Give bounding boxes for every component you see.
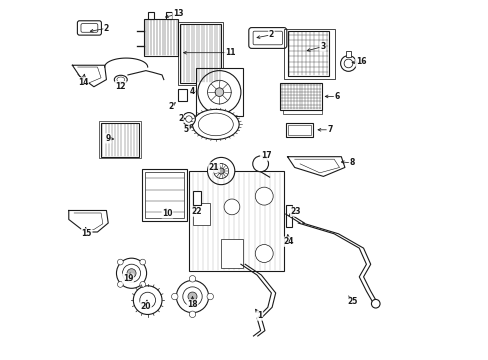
Bar [221, 239, 242, 268]
Circle shape [127, 269, 136, 278]
Circle shape [171, 293, 178, 300]
Text: 9: 9 [105, 134, 111, 143]
Text: 8: 8 [349, 158, 354, 167]
Bar [192, 191, 201, 205]
FancyBboxPatch shape [77, 21, 101, 35]
Text: 15: 15 [81, 229, 92, 238]
Bar [188, 171, 284, 271]
Text: 14: 14 [78, 78, 88, 87]
Circle shape [176, 280, 208, 313]
Bar [285, 123, 312, 137]
Polygon shape [287, 157, 344, 176]
Circle shape [207, 157, 234, 185]
Text: 16: 16 [355, 57, 366, 66]
Polygon shape [72, 65, 106, 87]
Circle shape [198, 71, 241, 114]
Circle shape [189, 275, 195, 282]
Circle shape [213, 163, 228, 179]
Text: 3: 3 [320, 42, 325, 51]
Circle shape [140, 259, 145, 265]
Circle shape [255, 187, 273, 205]
Bar [285, 205, 292, 226]
Text: 19: 19 [122, 274, 133, 283]
Text: 17: 17 [260, 151, 271, 160]
Text: 22: 22 [191, 207, 202, 216]
Circle shape [252, 156, 268, 172]
Circle shape [189, 311, 195, 318]
Text: 23: 23 [290, 207, 301, 216]
Circle shape [116, 258, 146, 288]
Polygon shape [69, 211, 108, 232]
Circle shape [215, 88, 223, 96]
Ellipse shape [192, 109, 239, 139]
Text: 20: 20 [141, 302, 151, 311]
Bar [101, 123, 139, 157]
Circle shape [206, 293, 213, 300]
Text: 18: 18 [187, 300, 198, 309]
Circle shape [117, 282, 123, 287]
Circle shape [218, 168, 224, 174]
Circle shape [255, 244, 273, 262]
Ellipse shape [198, 113, 233, 136]
Bar [147, 12, 154, 19]
Text: 2: 2 [268, 30, 273, 39]
Bar [178, 22, 223, 85]
Text: 12: 12 [115, 82, 126, 91]
Text: 7: 7 [326, 125, 332, 134]
Text: 11: 11 [224, 48, 235, 57]
Circle shape [207, 80, 231, 104]
FancyBboxPatch shape [81, 24, 98, 32]
FancyBboxPatch shape [248, 28, 286, 48]
Text: 4: 4 [189, 86, 195, 95]
Text: 13: 13 [173, 9, 183, 18]
Circle shape [140, 282, 145, 287]
Text: 21: 21 [208, 163, 219, 172]
Text: 2: 2 [103, 24, 109, 33]
Text: 6: 6 [334, 92, 339, 101]
Bar [165, 12, 172, 19]
Ellipse shape [114, 75, 127, 84]
Text: 25: 25 [346, 297, 357, 306]
Text: 2: 2 [168, 102, 173, 111]
Circle shape [187, 292, 197, 301]
Bar [142, 169, 187, 221]
Text: 5: 5 [183, 125, 188, 134]
Circle shape [183, 287, 202, 306]
Text: 24: 24 [283, 237, 293, 246]
Bar [178, 89, 187, 101]
Text: 2: 2 [178, 114, 183, 123]
Bar [180, 24, 221, 83]
Bar [145, 172, 184, 219]
Bar [345, 51, 351, 57]
Circle shape [117, 259, 123, 265]
Circle shape [133, 286, 162, 315]
Circle shape [344, 59, 352, 68]
Bar [99, 121, 140, 158]
Circle shape [182, 113, 195, 126]
Circle shape [185, 116, 192, 122]
Text: 1: 1 [257, 311, 262, 320]
Bar [282, 110, 321, 114]
Ellipse shape [117, 77, 124, 82]
Bar [144, 19, 178, 56]
Bar [287, 125, 310, 135]
Bar [284, 29, 335, 79]
Circle shape [122, 264, 140, 282]
Circle shape [224, 199, 239, 215]
Text: 10: 10 [162, 209, 172, 218]
Bar [280, 83, 321, 110]
Circle shape [140, 292, 155, 308]
Circle shape [340, 55, 356, 71]
Circle shape [371, 300, 379, 308]
FancyBboxPatch shape [253, 31, 282, 45]
Bar [287, 31, 328, 76]
Bar [192, 203, 210, 225]
Bar [195, 68, 243, 116]
